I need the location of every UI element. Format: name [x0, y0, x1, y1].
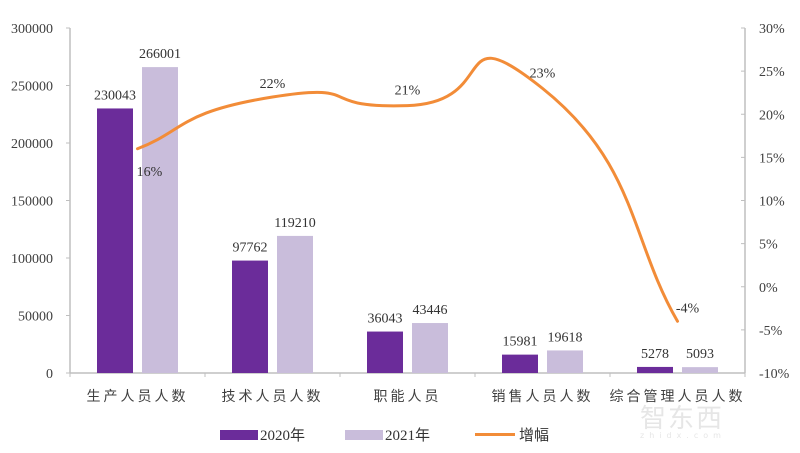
- legend: 2020年 2021年 增幅: [0, 424, 800, 448]
- growth-value-label: 21%: [395, 84, 421, 99]
- bar-value-label: 5093: [686, 347, 714, 362]
- bar-value-label: 36043: [368, 312, 403, 327]
- left-axis-tick-label: 250000: [11, 80, 53, 95]
- x-axis: 生产人员人数 技术人员人数 职能人员 销售人员人数 综合管理人员人数: [69, 372, 746, 405]
- bar: [682, 367, 718, 373]
- data-labels: 230043 97762 36043 15981 5278 266001 119210 434…: [94, 47, 714, 362]
- bar: [412, 323, 448, 373]
- right-axis-tick-label: 10%: [759, 195, 785, 210]
- bar: [232, 260, 268, 373]
- right-axis-tick-label: 5%: [759, 238, 778, 253]
- legend-item-growth: 增幅: [475, 424, 549, 445]
- bar-value-label: 266001: [139, 47, 181, 62]
- right-axis-tick-label: 15%: [759, 151, 785, 166]
- left-axis-tick-label: 300000: [11, 22, 53, 37]
- left-axis-tick-label: 200000: [11, 137, 53, 152]
- bar-value-label: 230043: [94, 88, 136, 103]
- category-label: 销售人员人数: [492, 389, 594, 405]
- bar-series: [97, 67, 718, 373]
- category-label: 技术人员人数: [222, 389, 324, 405]
- growth-value-label: 22%: [260, 77, 286, 92]
- watermark-text: 智东西: [640, 404, 725, 434]
- right-axis-tick-label: 20%: [759, 108, 785, 123]
- legend-swatch-2020: [220, 429, 258, 440]
- legend-label-growth: 增幅: [519, 428, 550, 444]
- growth-line: [136, 56, 679, 323]
- bar: [547, 350, 583, 373]
- bar-value-label: 119210: [274, 216, 315, 231]
- right-y-axis: -10% -5% 0% 5% 10% 15% 20% 25% 30%: [741, 22, 790, 382]
- left-axis-tick-label: 0: [46, 367, 53, 382]
- bar: [367, 331, 403, 373]
- bar: [502, 354, 538, 373]
- legend-label-2021: 2021年: [385, 428, 431, 444]
- growth-value-label: 23%: [530, 66, 556, 81]
- bar: [637, 366, 673, 373]
- left-axis-tick-label: 150000: [11, 195, 53, 210]
- bar: [142, 67, 178, 373]
- bar-value-label: 43446: [413, 303, 448, 318]
- category-label: 职能人员: [374, 389, 442, 405]
- legend-swatch-2021: [345, 429, 383, 440]
- growth-line-series: [136, 56, 679, 323]
- right-axis-tick-label: 30%: [759, 22, 785, 37]
- category-label: 综合管理人员人数: [610, 389, 746, 405]
- growth-value-label: 16%: [137, 165, 163, 180]
- legend-item-2020: 2020年: [220, 424, 305, 445]
- right-axis-tick-label: -5%: [759, 324, 783, 339]
- bar-value-label: 15981: [503, 335, 538, 350]
- watermark-logo: 智东西 zhidx.com: [640, 398, 726, 440]
- legend-label-2020: 2020年: [260, 428, 306, 444]
- watermark-subtext: zhidx.com: [640, 431, 726, 440]
- right-axis-tick-label: -10%: [759, 367, 790, 382]
- bar: [97, 108, 133, 373]
- right-axis-tick-label: 0%: [759, 281, 778, 296]
- bar: [277, 235, 313, 373]
- left-y-axis: 0 50000 100000 150000 200000 250000 300000: [11, 22, 71, 382]
- bar-value-label: 5278: [641, 347, 669, 362]
- left-axis-tick-label: 100000: [11, 252, 53, 267]
- legend-swatch-growth: [475, 433, 515, 436]
- category-label: 生产人员人数: [87, 389, 189, 405]
- right-axis-tick-label: 25%: [759, 65, 785, 80]
- growth-value-label: -4%: [676, 301, 700, 316]
- bar-value-label: 19618: [548, 330, 583, 345]
- bar-value-label: 97762: [233, 241, 268, 256]
- legend-item-2021: 2021年: [345, 424, 430, 445]
- left-axis-tick-label: 50000: [18, 310, 53, 325]
